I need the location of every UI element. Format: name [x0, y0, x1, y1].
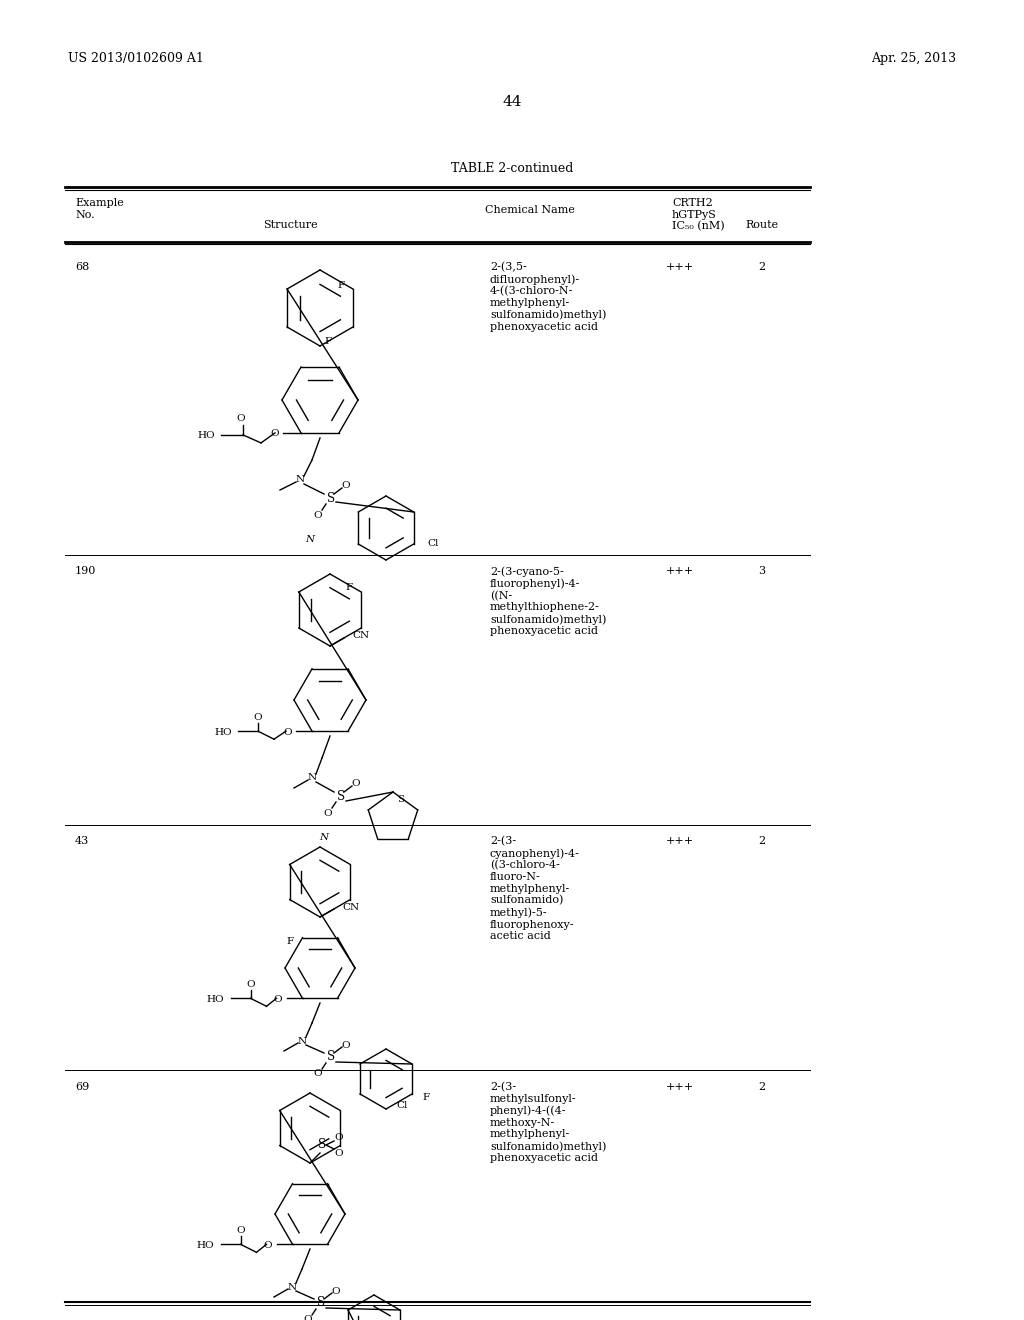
Text: 2: 2 [759, 1082, 766, 1092]
Text: 44: 44 [502, 95, 522, 110]
Text: Cl: Cl [428, 540, 439, 549]
Text: N: N [305, 536, 314, 544]
Text: O: O [332, 1287, 340, 1295]
Text: O: O [237, 414, 246, 424]
Text: O: O [342, 1040, 350, 1049]
Text: F: F [346, 583, 352, 593]
Text: 2-(3-cyano-5-
fluorophenyl)-4-
((N-
methylthiophene-2-
sulfonamido)methyl)
pheno: 2-(3-cyano-5- fluorophenyl)-4- ((N- meth… [490, 566, 606, 636]
Text: N: N [307, 774, 316, 783]
Text: 2-(3-
methylsulfonyl-
phenyl)-4-((4-
methoxy-N-
methylphenyl-
sulfonamido)methyl: 2-(3- methylsulfonyl- phenyl)-4-((4- met… [490, 1082, 606, 1163]
Text: +++: +++ [666, 261, 694, 272]
Text: +++: +++ [666, 566, 694, 576]
Text: N: N [297, 1036, 306, 1045]
Text: CN: CN [342, 903, 359, 912]
Text: 68: 68 [75, 261, 89, 272]
Text: F: F [287, 937, 294, 946]
Text: 2-(3-
cyanophenyl)-4-
((3-chloro-4-
fluoro-N-
methylphenyl-
sulfonamido)
methyl): 2-(3- cyanophenyl)-4- ((3-chloro-4- fluo… [490, 836, 580, 941]
Text: O: O [334, 1148, 343, 1158]
Text: F: F [325, 338, 332, 346]
Text: S: S [317, 1138, 326, 1151]
Text: HO: HO [197, 1241, 214, 1250]
Text: HO: HO [214, 727, 232, 737]
Text: S: S [327, 492, 335, 506]
Text: 3: 3 [759, 566, 766, 576]
Text: Example
No.: Example No. [75, 198, 124, 219]
Text: 2: 2 [759, 261, 766, 272]
Text: CN: CN [352, 631, 369, 640]
Text: CRTH2
hGTPyS
IC₅₀ (nM): CRTH2 hGTPyS IC₅₀ (nM) [672, 198, 725, 231]
Text: O: O [264, 1241, 272, 1250]
Text: O: O [246, 979, 255, 989]
Text: 2-(3,5-
difluorophenyl)-
4-((3-chloro-N-
methylphenyl-
sulfonamido)methyl)
pheno: 2-(3,5- difluorophenyl)- 4-((3-chloro-N-… [490, 261, 606, 333]
Text: S: S [397, 796, 404, 804]
Text: 69: 69 [75, 1082, 89, 1092]
Text: HO: HO [198, 432, 215, 441]
Text: O: O [313, 1068, 323, 1077]
Text: F: F [422, 1093, 429, 1102]
Text: O: O [324, 809, 333, 818]
Text: TABLE 2-continued: TABLE 2-continued [451, 162, 573, 176]
Text: Chemical Name: Chemical Name [485, 205, 574, 215]
Text: HO: HO [207, 995, 224, 1003]
Text: US 2013/0102609 A1: US 2013/0102609 A1 [68, 51, 204, 65]
Text: O: O [237, 1226, 245, 1234]
Text: N: N [288, 1283, 297, 1291]
Text: O: O [270, 429, 279, 438]
Text: O: O [254, 713, 262, 722]
Text: Structure: Structure [263, 220, 317, 230]
Text: S: S [327, 1051, 335, 1064]
Text: O: O [304, 1315, 312, 1320]
Text: Apr. 25, 2013: Apr. 25, 2013 [870, 51, 956, 65]
Text: N: N [296, 475, 304, 484]
Text: O: O [273, 995, 283, 1003]
Text: Route: Route [745, 220, 778, 230]
Text: N: N [319, 833, 329, 842]
Text: S: S [317, 1296, 325, 1309]
Text: O: O [351, 780, 360, 788]
Text: 2: 2 [759, 836, 766, 846]
Text: O: O [284, 727, 292, 737]
Text: O: O [342, 482, 350, 491]
Text: Cl: Cl [396, 1101, 408, 1110]
Text: +++: +++ [666, 836, 694, 846]
Text: O: O [313, 511, 323, 520]
Text: +++: +++ [666, 1082, 694, 1092]
Text: F: F [337, 281, 344, 289]
Text: 190: 190 [75, 566, 96, 576]
Text: O: O [334, 1133, 343, 1142]
Text: S: S [337, 791, 345, 804]
Text: 43: 43 [75, 836, 89, 846]
